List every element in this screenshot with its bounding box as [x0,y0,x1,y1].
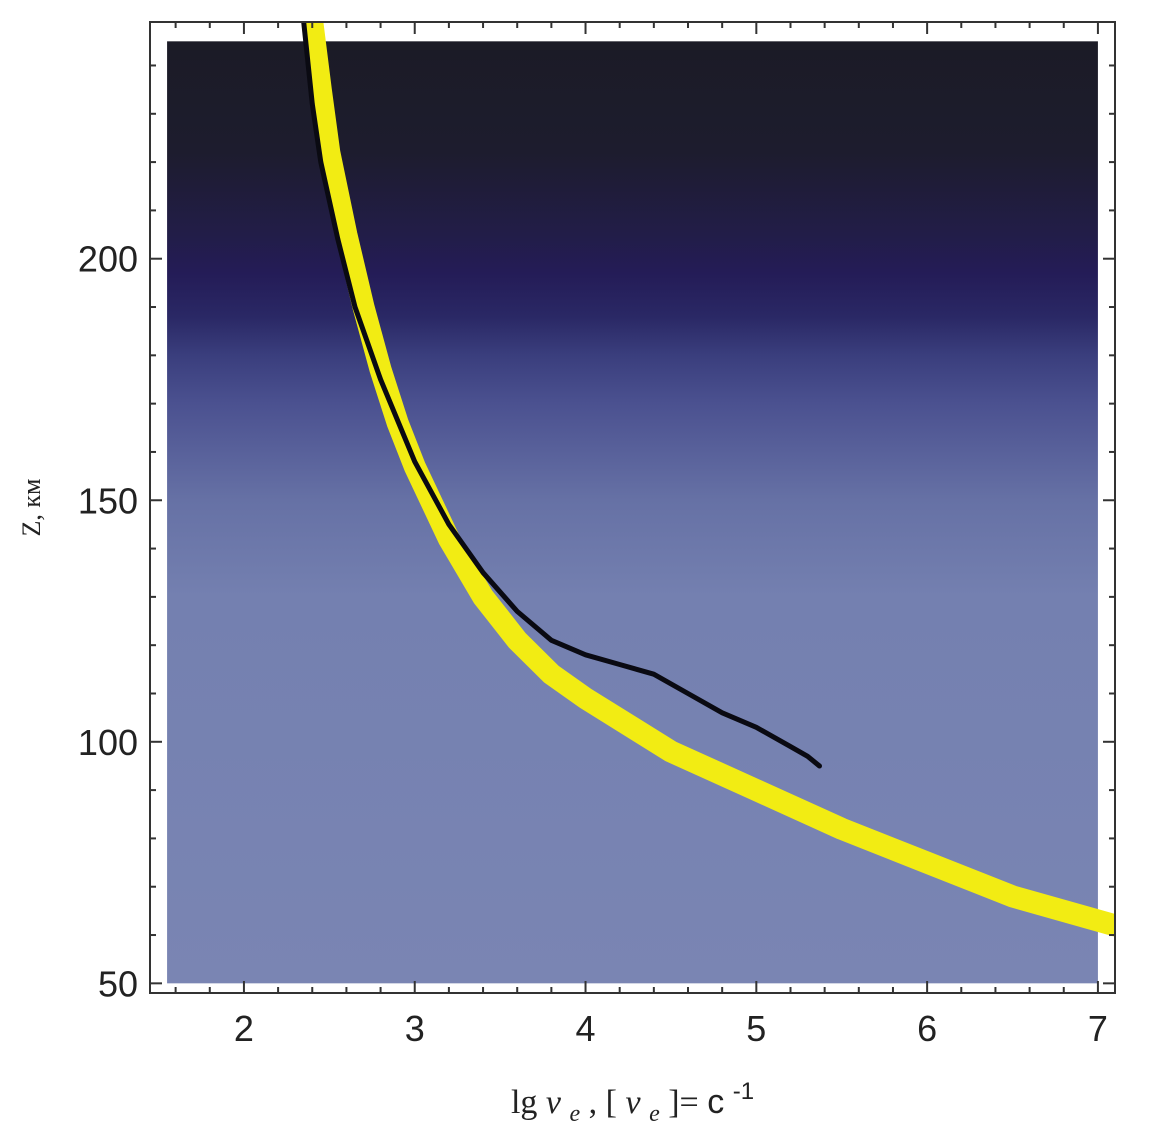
series-line-1 [301,23,1114,937]
plot-background [167,41,1098,984]
x-axis-label-close: ]= [668,1084,699,1121]
y-tick-label: 150 [78,480,138,521]
y-tick-label: 50 [98,963,138,1004]
x-axis-label-middle: , [ [589,1084,617,1121]
x-tick-label: 2 [234,1008,254,1049]
y-tick-label: 200 [78,239,138,280]
y-tick-label: 100 [78,722,138,763]
x-tick-label: 4 [576,1008,596,1049]
tick-labels-layer: 2 3 4 5 6 7 50 100 150 200 [78,239,1108,1049]
x-tick-label: 5 [746,1008,766,1049]
x-axis-label-subscript: e [569,1101,580,1127]
x-axis-label-nu-2: ν [625,1084,641,1121]
x-axis-label-unit: c [707,1083,724,1121]
x-tick-label: 7 [1088,1008,1108,1049]
x-tick-label: 3 [405,1008,425,1049]
x-axis-label-exponent: -1 [733,1078,754,1105]
x-axis-label-prefix: lg [511,1084,546,1121]
ticks-layer [150,22,1115,993]
y-axis-label: Z, км [17,479,46,537]
series-line-2 [301,23,822,769]
x-axis-label-nu: ν [546,1084,562,1121]
x-axis-label-subscript-2: e [649,1101,660,1127]
x-tick-label: 6 [917,1008,937,1049]
series-layer [301,23,1114,937]
x-axis-label: lg ν e , [ ν e ]= c -1 [511,1078,754,1129]
plot-frame [149,21,1116,994]
